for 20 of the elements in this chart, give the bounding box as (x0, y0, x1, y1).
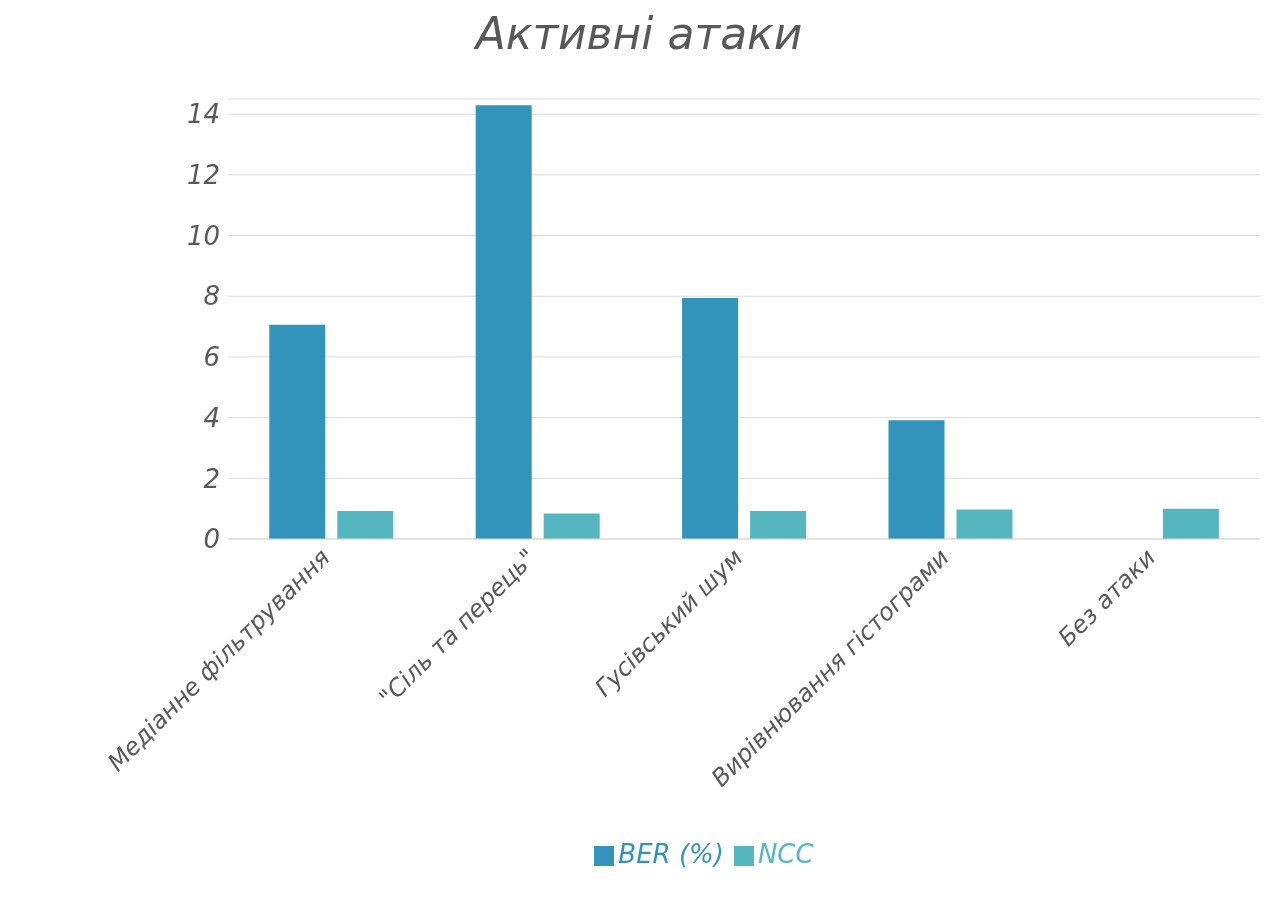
y-tick-label: 8 (203, 281, 220, 312)
bar (682, 298, 739, 539)
legend-label: BER (%) (618, 839, 724, 869)
bar (888, 420, 945, 539)
bar (269, 324, 326, 539)
chart-title: Активні атаки (472, 8, 804, 59)
bar (543, 513, 600, 539)
y-tick-label: 14 (186, 99, 220, 130)
bar (337, 511, 394, 539)
y-tick-label: 12 (186, 160, 220, 191)
y-tick-label: 4 (203, 402, 220, 433)
bar (956, 509, 1013, 539)
y-tick-label: 6 (203, 342, 220, 373)
bar (475, 105, 532, 539)
bar (1162, 508, 1219, 539)
y-tick-label: 0 (203, 524, 220, 555)
y-tick-label: 2 (203, 463, 220, 494)
bar (750, 511, 807, 539)
legend-label: NCC (757, 839, 814, 869)
y-tick-label: 10 (186, 220, 220, 251)
